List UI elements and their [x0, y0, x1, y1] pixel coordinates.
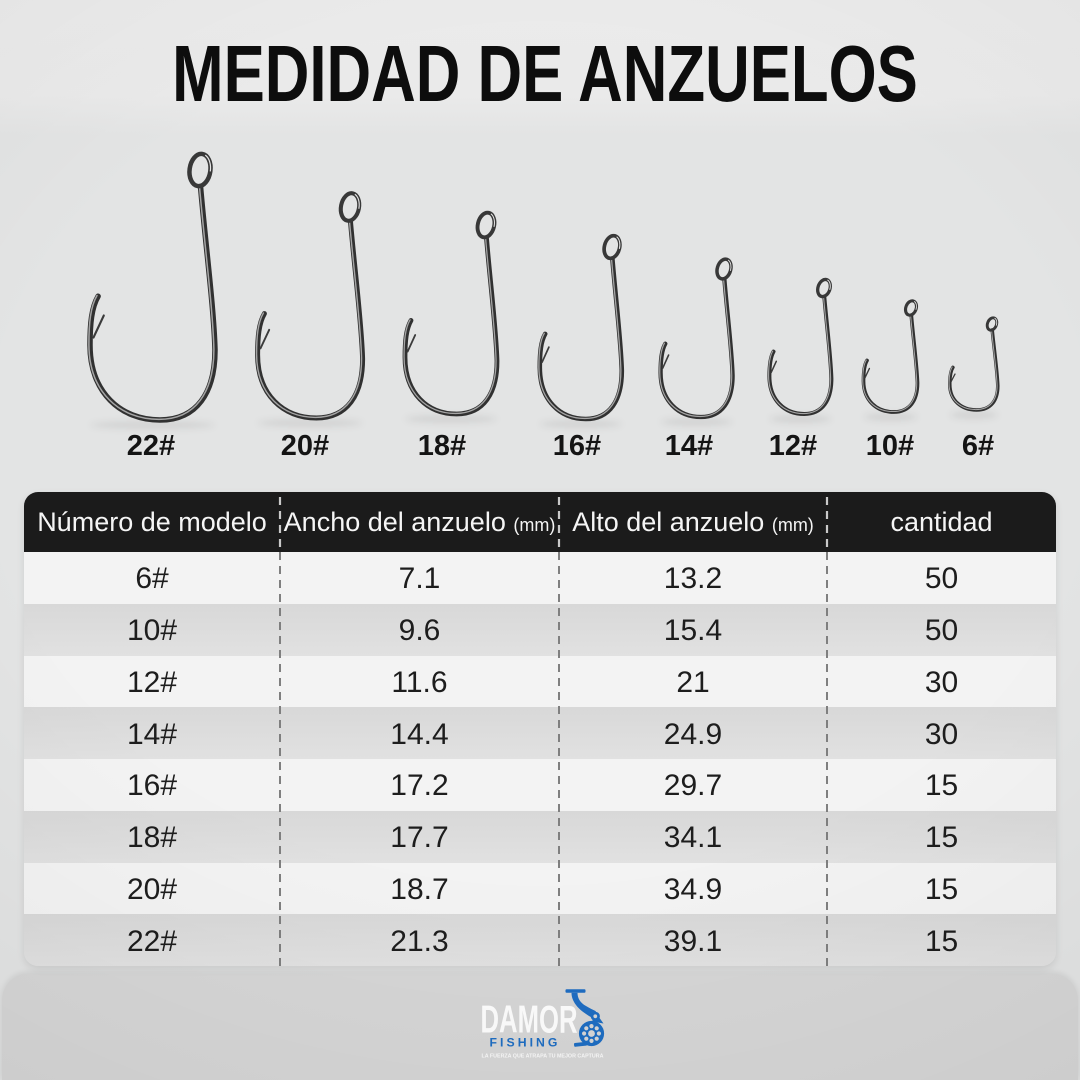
svg-text:LA FUERZA QUE ATRAPA TU MEJOR: LA FUERZA QUE ATRAPA TU MEJOR CAPTURA	[482, 1054, 605, 1060]
svg-text:FISHING: FISHING	[490, 1036, 561, 1050]
svg-text:DAMOR: DAMOR	[481, 999, 578, 1042]
